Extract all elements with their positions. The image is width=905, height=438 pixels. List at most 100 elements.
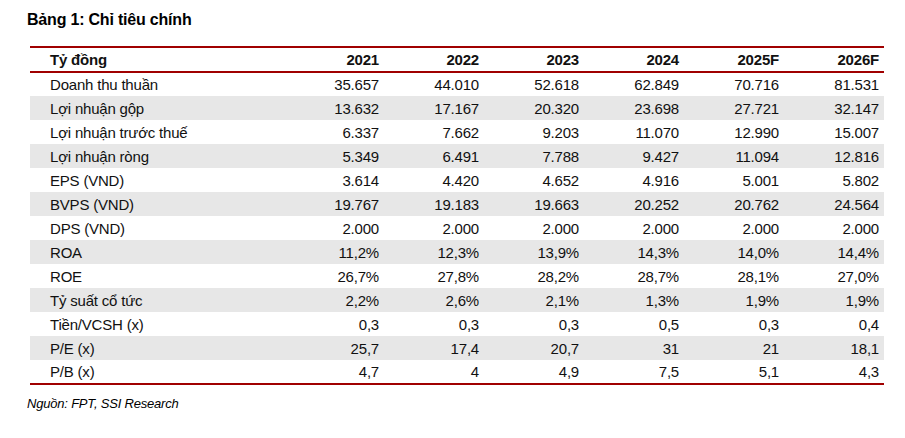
year-header: 2026F bbox=[784, 47, 884, 72]
cell-value: 2,6% bbox=[384, 288, 484, 312]
cell-value: 81.531 bbox=[784, 72, 884, 96]
cell-value: 19.663 bbox=[484, 192, 584, 216]
cell-value: 2.000 bbox=[384, 216, 484, 240]
cell-value: 6.491 bbox=[384, 144, 484, 168]
year-header: 2021 bbox=[284, 47, 384, 72]
cell-value: 52.618 bbox=[484, 72, 584, 96]
table-row: Lợi nhuận trước thuế6.3377.6629.20311.07… bbox=[30, 120, 884, 144]
cell-value: 0,3 bbox=[284, 312, 384, 336]
row-label: Lợi nhuận gộp bbox=[30, 96, 284, 120]
page-title: Bảng 1: Chỉ tiêu chính bbox=[27, 11, 905, 29]
cell-value: 17.167 bbox=[384, 96, 484, 120]
cell-value: 2.000 bbox=[784, 216, 884, 240]
row-label: EPS (VND) bbox=[30, 168, 284, 192]
cell-value: 27.721 bbox=[684, 96, 784, 120]
cell-value: 0,3 bbox=[484, 312, 584, 336]
cell-value: 2,1% bbox=[484, 288, 584, 312]
cell-value: 1,9% bbox=[684, 288, 784, 312]
cell-value: 14,0% bbox=[684, 240, 784, 264]
cell-value: 11.094 bbox=[684, 144, 784, 168]
cell-value: 18,1 bbox=[784, 336, 884, 360]
cell-value: 20.762 bbox=[684, 192, 784, 216]
table-row: P/B (x)4,744,97,55,14,3 bbox=[30, 360, 884, 384]
row-label: P/B (x) bbox=[30, 360, 284, 384]
cell-value: 20,7 bbox=[484, 336, 584, 360]
table-row: Tỷ suất cổ tức2,2%2,6%2,1%1,3%1,9%1,9% bbox=[30, 288, 884, 312]
cell-value: 5.802 bbox=[784, 168, 884, 192]
cell-value: 3.614 bbox=[284, 168, 384, 192]
table-body: Doanh thu thuần35.65744.01052.61862.8497… bbox=[30, 72, 884, 384]
cell-value: 14,4% bbox=[784, 240, 884, 264]
cell-value: 2,2% bbox=[284, 288, 384, 312]
cell-value: 20.320 bbox=[484, 96, 584, 120]
table-header-row: Tỷ đồng 20212022202320242025F2026F bbox=[30, 47, 884, 72]
cell-value: 32.147 bbox=[784, 96, 884, 120]
table-row: Lợi nhuận ròng5.3496.4917.7889.42711.094… bbox=[30, 144, 884, 168]
cell-value: 12,3% bbox=[384, 240, 484, 264]
row-label: DPS (VND) bbox=[30, 216, 284, 240]
key-metrics-table: Tỷ đồng 20212022202320242025F2026F Doanh… bbox=[30, 46, 884, 385]
table-row: DPS (VND)2.0002.0002.0002.0002.0002.000 bbox=[30, 216, 884, 240]
year-header: 2023 bbox=[484, 47, 584, 72]
cell-value: 11,2% bbox=[284, 240, 384, 264]
cell-value: 21 bbox=[684, 336, 784, 360]
cell-value: 4.652 bbox=[484, 168, 584, 192]
cell-value: 4.916 bbox=[584, 168, 684, 192]
cell-value: 7,5 bbox=[584, 360, 684, 384]
cell-value: 13.632 bbox=[284, 96, 384, 120]
row-label: ROE bbox=[30, 264, 284, 288]
cell-value: 4,3 bbox=[784, 360, 884, 384]
cell-value: 28,7% bbox=[584, 264, 684, 288]
cell-value: 12.990 bbox=[684, 120, 784, 144]
cell-value: 9.427 bbox=[584, 144, 684, 168]
table-row: ROE26,7%27,8%28,2%28,7%28,1%27,0% bbox=[30, 264, 884, 288]
unit-header: Tỷ đồng bbox=[30, 47, 284, 72]
cell-value: 5,1 bbox=[684, 360, 784, 384]
cell-value: 5.349 bbox=[284, 144, 384, 168]
year-header: 2024 bbox=[584, 47, 684, 72]
cell-value: 44.010 bbox=[384, 72, 484, 96]
cell-value: 28,1% bbox=[684, 264, 784, 288]
cell-value: 9.203 bbox=[484, 120, 584, 144]
cell-value: 0,3 bbox=[684, 312, 784, 336]
cell-value: 35.657 bbox=[284, 72, 384, 96]
year-header: 2022 bbox=[384, 47, 484, 72]
table-row: EPS (VND)3.6144.4204.6524.9165.0015.802 bbox=[30, 168, 884, 192]
row-label: BVPS (VND) bbox=[30, 192, 284, 216]
cell-value: 28,2% bbox=[484, 264, 584, 288]
cell-value: 20.252 bbox=[584, 192, 684, 216]
row-label: ROA bbox=[30, 240, 284, 264]
cell-value: 4 bbox=[384, 360, 484, 384]
cell-value: 26,7% bbox=[284, 264, 384, 288]
cell-value: 11.070 bbox=[584, 120, 684, 144]
cell-value: 12.816 bbox=[784, 144, 884, 168]
table-row: BVPS (VND)19.76719.18319.66320.25220.762… bbox=[30, 192, 884, 216]
cell-value: 17,4 bbox=[384, 336, 484, 360]
table-row: ROA11,2%12,3%13,9%14,3%14,0%14,4% bbox=[30, 240, 884, 264]
cell-value: 15.007 bbox=[784, 120, 884, 144]
row-label: Lợi nhuận trước thuế bbox=[30, 120, 284, 144]
cell-value: 2.000 bbox=[284, 216, 384, 240]
cell-value: 2.000 bbox=[684, 216, 784, 240]
cell-value: 4.420 bbox=[384, 168, 484, 192]
cell-value: 5.001 bbox=[684, 168, 784, 192]
cell-value: 23.698 bbox=[584, 96, 684, 120]
cell-value: 24.564 bbox=[784, 192, 884, 216]
cell-value: 14,3% bbox=[584, 240, 684, 264]
row-label: Doanh thu thuần bbox=[30, 72, 284, 96]
cell-value: 70.716 bbox=[684, 72, 784, 96]
cell-value: 13,9% bbox=[484, 240, 584, 264]
cell-value: 27,8% bbox=[384, 264, 484, 288]
cell-value: 2.000 bbox=[584, 216, 684, 240]
source-note: Nguồn: FPT, SSI Research bbox=[27, 396, 905, 411]
cell-value: 1,9% bbox=[784, 288, 884, 312]
row-label: Tỷ suất cổ tức bbox=[30, 288, 284, 312]
cell-value: 25,7 bbox=[284, 336, 384, 360]
row-label: Lợi nhuận ròng bbox=[30, 144, 284, 168]
cell-value: 7.662 bbox=[384, 120, 484, 144]
row-label: Tiền/VCSH (x) bbox=[30, 312, 284, 336]
cell-value: 1,3% bbox=[584, 288, 684, 312]
table-row: Doanh thu thuần35.65744.01052.61862.8497… bbox=[30, 72, 884, 96]
cell-value: 19.767 bbox=[284, 192, 384, 216]
table-row: Tiền/VCSH (x)0,30,30,30,50,30,4 bbox=[30, 312, 884, 336]
